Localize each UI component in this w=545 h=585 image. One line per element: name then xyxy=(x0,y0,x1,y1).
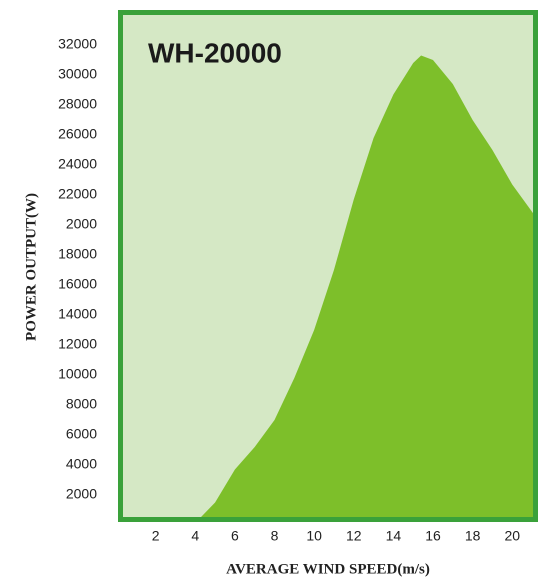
x-tick-label: 16 xyxy=(425,528,441,544)
x-tick-label: 4 xyxy=(191,528,199,544)
y-tick-label: 18000 xyxy=(58,246,97,262)
y-tick-label: 22000 xyxy=(58,186,97,202)
x-tick-label: 10 xyxy=(306,528,322,544)
plot-border xyxy=(118,10,538,522)
x-tick-label: 12 xyxy=(346,528,362,544)
y-tick-label: 8000 xyxy=(66,396,97,412)
y-axis-label: POWER OUTPUT(W) xyxy=(23,193,39,341)
y-tick-label: 30000 xyxy=(58,66,97,82)
x-tick-label: 14 xyxy=(386,528,402,544)
y-tick-label: 28000 xyxy=(58,96,97,112)
y-tick-label: 14000 xyxy=(58,306,97,322)
x-tick-label: 2 xyxy=(152,528,160,544)
y-tick-label: 12000 xyxy=(58,336,97,352)
y-tick-label: 2000 xyxy=(66,216,97,232)
y-tick-label: 10000 xyxy=(58,366,97,382)
y-tick-label: 16000 xyxy=(58,276,97,292)
x-tick-label: 20 xyxy=(504,528,520,544)
x-axis-label: AVERAGE WIND SPEED(m/s) xyxy=(226,561,430,577)
y-tick-label: 4000 xyxy=(66,456,97,472)
area xyxy=(196,55,535,522)
x-tick-label: 8 xyxy=(271,528,279,544)
chart-title: WH-20000 xyxy=(148,37,282,68)
y-tick-label: 24000 xyxy=(58,156,97,172)
y-tick-label: 2000 xyxy=(66,486,97,502)
y-tick-label: 26000 xyxy=(58,126,97,142)
x-tick-label: 18 xyxy=(465,528,481,544)
x-tick-label: 6 xyxy=(231,528,239,544)
y-tick-label: 6000 xyxy=(66,426,97,442)
y-tick-label: 32000 xyxy=(58,36,97,52)
